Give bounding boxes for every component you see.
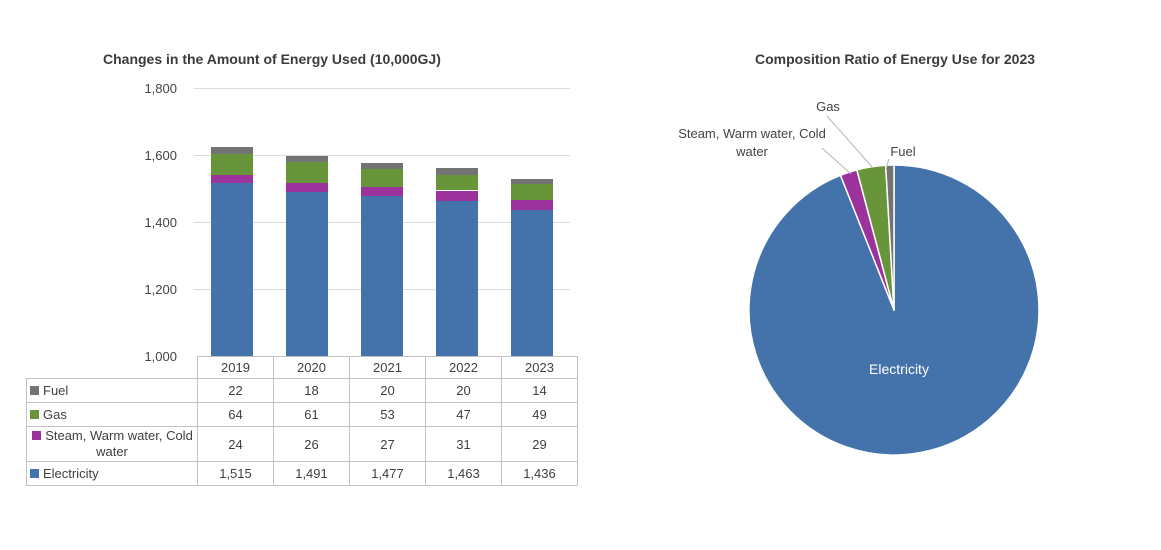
legend-swatch-icon [32,431,42,441]
row-label: Electricity [26,461,198,486]
table-year-header: 2020 [273,356,350,379]
table-cell: 31 [425,426,502,462]
bar-segment-gas-2020 [285,162,328,183]
table-cell: 26 [273,426,350,462]
table-year-header: 2021 [349,356,426,379]
pie-inside-label-electricity: Electricity [869,361,929,377]
bar-segment-steam-2020 [285,182,328,192]
legend-swatch-icon [30,409,39,419]
y-axis-tick-label: 1,400 [144,215,177,230]
bar-segment-electricity-2023 [510,209,553,356]
table-cell: 1,491 [273,461,350,486]
bar-segment-fuel-2020 [285,156,328,163]
table-blank-cell [27,357,198,379]
bar-segment-gas-2023 [510,183,553,201]
pie-callout-steam: Steam, Warm water, Cold water [678,126,826,159]
table-cell: 64 [197,402,274,427]
y-axis-tick-label: 1,600 [144,148,177,163]
table-cell: 49 [501,402,578,427]
table-row: Electricity 1,515 1,491 1,477 1,463 1,436 [26,461,578,486]
bar-segment-fuel-2019 [210,146,253,154]
bar-segment-gas-2021 [360,169,403,188]
table-cell: 20 [349,378,426,403]
table-cell: 20 [425,378,502,403]
bar-segment-gas-2022 [435,174,478,191]
table-cell: 1,436 [501,461,578,486]
table-cell: 1,515 [197,461,274,486]
bar-segment-fuel-2022 [435,168,478,175]
y-axis-tick-label: 1,000 [144,349,177,364]
table-cell: 24 [197,426,274,462]
leader-line-gas [826,115,874,169]
table-cell: 14 [501,378,578,403]
bar-segment-steam-2022 [435,190,478,201]
bar-plot-area [194,88,570,356]
table-row: Fuel 22 18 20 20 14 [26,378,578,403]
table-cell: 27 [349,426,426,462]
leader-line-fuel [885,158,890,170]
table-year-header: 2019 [197,356,274,379]
table-cell: 1,463 [425,461,502,486]
left-chart-title: Changes in the Amount of Energy Used (10… [103,51,441,67]
pie-callout-gas: Gas [816,99,840,114]
table-cell: 1,477 [349,461,426,486]
table-year-header: 2023 [501,356,578,379]
gridline [194,155,570,156]
table-cell: 47 [425,402,502,427]
row-label: Steam, Warm water, Cold water [26,426,198,462]
table-cell: 61 [273,402,350,427]
bar-segment-electricity-2019 [210,183,253,356]
table-header-row: 2019 2020 2021 2022 2023 [27,356,578,379]
table-row: Gas 64 61 53 47 49 [26,402,578,427]
bar-segment-steam-2021 [360,187,403,197]
pie-slice-fuel [884,164,895,311]
bar-segment-fuel-2023 [510,179,553,184]
data-table: 2019 2020 2021 2022 2023 Fuel 22 18 20 20 14 Gas 64 6… [26,356,578,486]
legend-swatch-icon [30,385,39,395]
gridline [194,88,570,89]
table-row: Steam, Warm water, Cold water 24 26 27 31 29 [26,426,578,462]
y-axis-tick-label: 1,800 [144,81,177,96]
bar-segment-gas-2019 [210,153,253,176]
table-cell: 22 [197,378,274,403]
leader-line-steam [821,147,852,175]
table-cell: 53 [349,402,426,427]
y-axis-tick-label: 1,200 [144,282,177,297]
table-year-header: 2022 [425,356,502,379]
right-chart-title: Composition Ratio of Energy Use for 2023 [754,51,1036,67]
bar-segment-steam-2019 [210,175,253,184]
bar-segment-fuel-2021 [360,162,403,170]
pie-callout-fuel: Fuel [890,144,916,159]
pie-chart [748,115,1040,456]
bar-segment-electricity-2020 [285,191,328,356]
row-label: Gas [26,402,198,427]
row-label: Fuel [26,378,198,403]
legend-swatch-icon [30,468,39,478]
bar-segment-steam-2023 [510,200,553,210]
bar-segment-electricity-2021 [360,196,403,356]
table-cell: 18 [273,378,350,403]
bar-segment-electricity-2022 [435,200,478,356]
table-cell: 29 [501,426,578,462]
